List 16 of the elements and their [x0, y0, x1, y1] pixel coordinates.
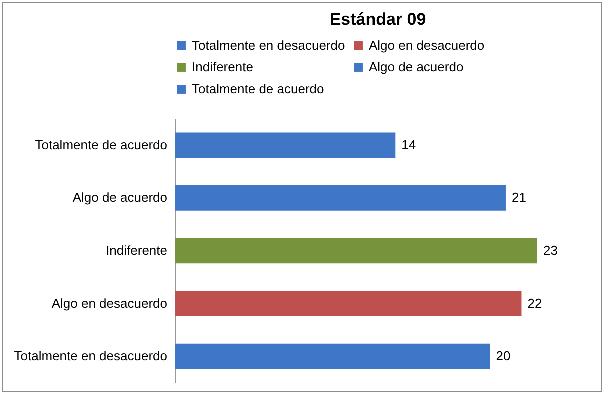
legend-label: Totalmente en desacuerdo — [192, 38, 346, 53]
y-tick-label: Algo en desacuerdo — [52, 296, 168, 311]
legend-label: Algo en desacuerdo — [369, 38, 485, 53]
legend-label: Totalmente de acuerdo — [192, 82, 324, 96]
data-label: 21 — [512, 190, 526, 206]
y-tick-label: Indiferente — [106, 243, 168, 258]
data-label: 23 — [544, 243, 558, 258]
data-label: 22 — [528, 296, 542, 311]
y-tick-label: Algo de acuerdo — [72, 190, 168, 206]
legend-label: Algo de acuerdo — [369, 60, 464, 74]
y-tick-label: Totalmente en desacuerdo — [14, 348, 168, 364]
chart-title: Estándar 09 — [330, 10, 426, 29]
y-tick-label: Totalmente de acuerdo — [35, 137, 168, 152]
data-label: 14 — [402, 137, 416, 152]
legend-label: Indiferente — [192, 60, 254, 74]
data-label: 20 — [496, 348, 511, 364]
